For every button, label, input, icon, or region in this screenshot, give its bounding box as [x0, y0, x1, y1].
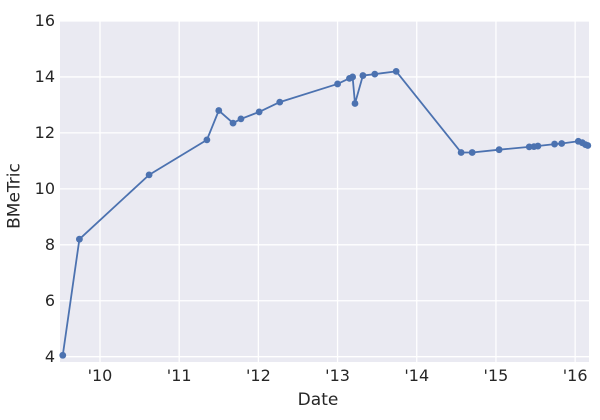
x-tick-label: '14 — [404, 366, 430, 385]
y-tick-label: 14 — [34, 66, 55, 86]
data-point-marker — [392, 67, 400, 75]
data-point-marker — [229, 119, 237, 127]
x-tick-label: '10 — [87, 366, 113, 385]
y-axis-label: BMeTric — [4, 163, 25, 229]
plot-background — [60, 21, 589, 362]
data-point-marker — [468, 149, 476, 156]
data-point-marker — [59, 351, 67, 359]
data-point-marker — [203, 136, 211, 144]
data-point-marker — [359, 72, 367, 79]
data-point-marker — [276, 98, 284, 106]
y-tick-label: 16 — [34, 11, 55, 30]
data-point-marker — [551, 140, 558, 148]
data-point-marker — [351, 100, 359, 107]
y-tick-label: 6 — [44, 290, 55, 310]
data-point-marker — [371, 70, 379, 78]
data-point-marker — [255, 108, 263, 116]
data-point-marker — [584, 142, 592, 149]
data-point-marker — [558, 140, 566, 147]
data-point-marker — [457, 149, 465, 156]
x-axis-label: Date — [297, 390, 339, 410]
data-point-marker — [495, 146, 503, 154]
y-tick-label: 12 — [34, 122, 55, 142]
data-point-marker — [76, 235, 83, 243]
y-tick-label: 4 — [44, 346, 55, 366]
y-tick-label: 10 — [34, 178, 55, 198]
data-point-marker — [534, 142, 542, 150]
data-point-marker — [215, 107, 223, 114]
data-point-marker — [334, 80, 341, 88]
y-tick-label: 8 — [44, 234, 55, 254]
x-tick-label: '15 — [483, 366, 509, 385]
data-line — [61, 70, 589, 357]
x-tick-label: '16 — [562, 366, 588, 385]
x-tick-label: '11 — [166, 366, 192, 385]
data-point-marker — [145, 171, 153, 179]
x-tick-label: '12 — [245, 366, 271, 385]
x-tick-label: '13 — [325, 366, 350, 385]
data-point-marker — [349, 73, 357, 81]
data-point-marker — [237, 115, 245, 123]
